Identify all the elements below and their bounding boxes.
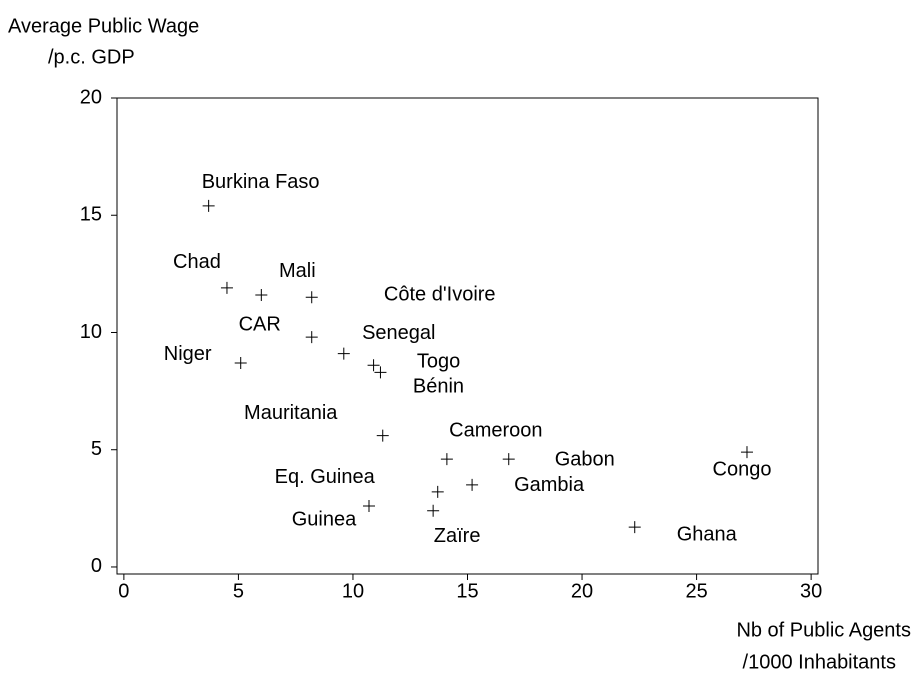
point <box>367 359 380 372</box>
y-tick-label: 0 <box>91 555 102 577</box>
x-tick-label: 10 <box>342 580 364 602</box>
x-tick-label: 5 <box>233 580 244 602</box>
point-label: Guinea <box>292 508 357 530</box>
point <box>305 291 318 304</box>
point <box>376 429 389 442</box>
plot-frame <box>116 97 819 575</box>
point-label: Gambia <box>514 474 585 496</box>
y-tick-label: 5 <box>91 438 102 460</box>
point-label: Senegal <box>362 322 435 344</box>
point-label: Togo <box>417 351 460 373</box>
x-tick-label: 30 <box>800 580 822 602</box>
point-label: Côte d'Ivoire <box>384 284 496 306</box>
point-label: Bénin <box>413 376 464 398</box>
point-label: Gabon <box>555 448 615 470</box>
point <box>220 281 233 294</box>
point <box>740 446 753 459</box>
point <box>234 356 247 369</box>
point-label: Mauritania <box>244 402 338 424</box>
x-tick-label: 20 <box>571 580 593 602</box>
point <box>202 199 215 212</box>
point-label: Mali <box>279 260 316 282</box>
point <box>337 347 350 360</box>
y-tick-label: 15 <box>80 204 102 226</box>
point <box>466 478 479 491</box>
y-axis-title: /p.c. GDP <box>48 46 135 68</box>
point <box>440 453 453 466</box>
point-label: Congo <box>713 458 772 480</box>
x-tick-label: 0 <box>118 580 129 602</box>
point <box>305 331 318 344</box>
x-tick-label: 25 <box>685 580 707 602</box>
point-label: Zaïre <box>434 525 481 547</box>
point-label: Burkina Faso <box>202 171 320 193</box>
point-label: Niger <box>164 343 212 365</box>
x-axis-title: Nb of Public Agents <box>736 619 911 641</box>
y-axis-title: Average Public Wage <box>8 15 199 37</box>
point <box>374 366 387 379</box>
point-label: Eq. Guinea <box>275 466 376 488</box>
point <box>427 504 440 517</box>
point <box>431 485 444 498</box>
x-axis-title: /1000 Inhabitants <box>743 651 896 673</box>
x-tick-label: 15 <box>456 580 478 602</box>
point <box>362 500 375 512</box>
point <box>502 453 515 466</box>
point <box>628 521 641 534</box>
point-label: Cameroon <box>449 419 542 441</box>
point <box>255 288 268 301</box>
point-label: Chad <box>173 251 221 273</box>
point-label: Ghana <box>677 523 738 545</box>
y-tick-label: 20 <box>80 86 102 108</box>
y-tick-label: 10 <box>80 321 102 343</box>
point-label: CAR <box>239 313 281 335</box>
